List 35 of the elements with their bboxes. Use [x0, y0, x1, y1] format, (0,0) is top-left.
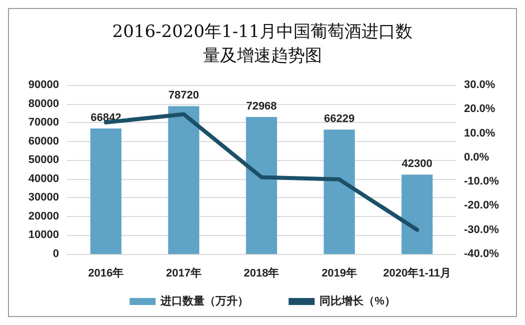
x-tick-label: 2018年 — [244, 266, 280, 280]
data-label: 42300 — [402, 158, 432, 170]
data-label: 66229 — [324, 113, 355, 126]
x-tick-label: 2016年 — [88, 266, 124, 280]
y-tick-label: 0 — [52, 248, 59, 260]
x-tick-label: 2020年1-11月 — [383, 266, 452, 280]
y2-tick-label: -10.0% — [464, 176, 500, 188]
legend-label: 同比增长（%） — [320, 294, 396, 308]
y2-tick-label: 20.0% — [464, 103, 496, 116]
y-tick-label: 50000 — [28, 154, 59, 166]
y2-tick-label: 30.0% — [464, 79, 496, 91]
chart-title: 2016-2020年1-11月中国葡萄酒进口数量及增速趋势图 — [112, 22, 413, 66]
y-tick-label: 30000 — [28, 192, 59, 204]
y-tick-label: 90000 — [28, 79, 59, 91]
y2-tick-label: -40.0% — [464, 248, 500, 260]
y2-tick-label: 0.0% — [464, 151, 490, 164]
legend-label: 进口数量（万升） — [160, 294, 249, 308]
bar — [324, 130, 355, 254]
y2-tick-label: 10.0% — [464, 127, 496, 140]
x-tick-label: 2019年 — [322, 266, 358, 280]
data-label: 72968 — [246, 100, 277, 112]
bar — [90, 128, 122, 254]
bar — [246, 116, 278, 254]
y-tick-label: 80000 — [28, 98, 59, 110]
bar — [402, 174, 433, 254]
y2-tick-label: -30.0% — [464, 224, 500, 236]
x-tick-label: 2017年 — [166, 266, 202, 280]
data-label: 78720 — [168, 90, 199, 102]
y2-tick-label: -20.0% — [464, 200, 500, 212]
y-tick-label: 10000 — [28, 229, 59, 242]
y-tick-label: 40000 — [28, 172, 59, 185]
bar — [168, 106, 200, 254]
y-tick-label: 20000 — [28, 210, 59, 222]
y-tick-label: 70000 — [28, 116, 59, 129]
y-tick-label: 60000 — [28, 135, 59, 148]
